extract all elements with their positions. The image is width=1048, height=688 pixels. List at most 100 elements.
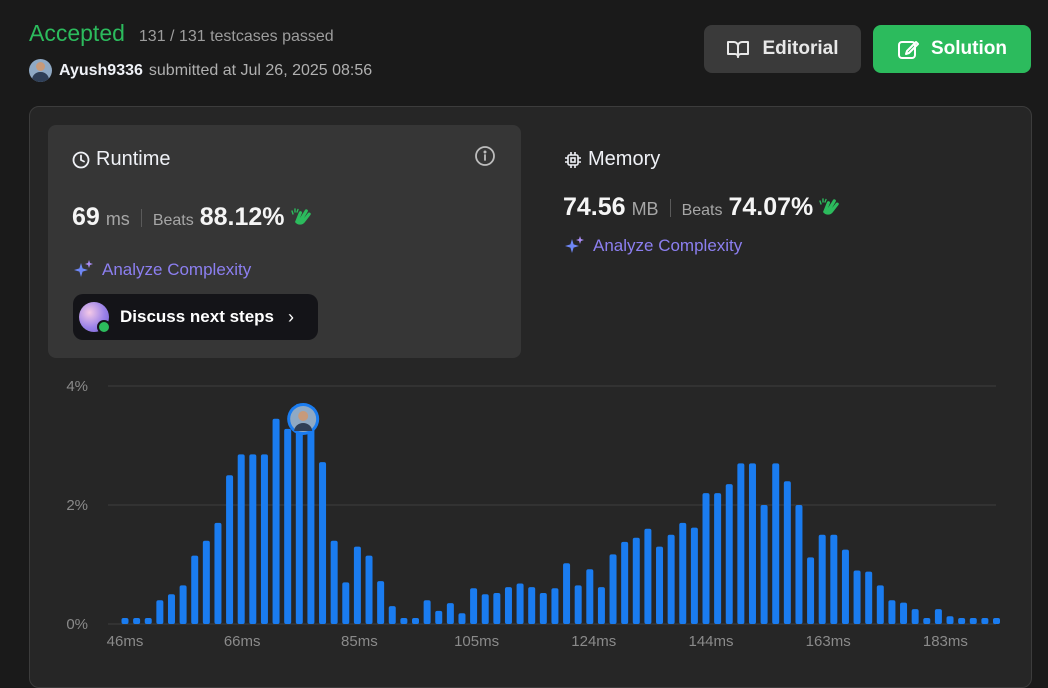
bar (609, 554, 617, 624)
bar (307, 422, 315, 624)
bar (167, 594, 175, 624)
testcases-passed: 131 / 131 testcases passed (138, 28, 334, 45)
y-tick-label: 2% (66, 497, 88, 514)
divider (140, 208, 142, 227)
bar (841, 549, 849, 624)
bar (412, 618, 419, 624)
info-icon[interactable] (474, 145, 496, 167)
runtime-title: Runtime (72, 148, 170, 171)
bar (226, 475, 234, 624)
sparkle-icon (74, 260, 93, 277)
bar (958, 618, 966, 624)
bar (946, 616, 954, 624)
bar (504, 587, 512, 624)
bar (748, 463, 756, 624)
bar (272, 418, 280, 624)
bar (644, 528, 652, 624)
discuss-next-steps-button[interactable]: Discuss next steps › (73, 294, 318, 340)
bar (772, 463, 780, 624)
bar (667, 534, 675, 624)
user-avatar-body (294, 423, 313, 431)
runtime-analyze-complexity-link[interactable]: Analyze Complexity (73, 259, 251, 281)
bar (458, 613, 466, 624)
bar (400, 618, 408, 624)
clock-icon (72, 151, 90, 168)
memory-title[interactable]: Memory (564, 148, 660, 171)
username-link[interactable]: Ayush9336 (59, 61, 143, 79)
bar (295, 403, 303, 624)
bar (249, 454, 257, 624)
memory-stat: 74.56 MB Beats 74.07% (563, 193, 842, 222)
bar (923, 618, 931, 624)
y-tick-label: 0% (66, 616, 88, 633)
bar (807, 557, 815, 624)
bar (202, 540, 210, 624)
user-avatar-head (298, 411, 309, 421)
user-avatar[interactable] (29, 59, 52, 82)
discuss-label: Discuss next steps (120, 307, 275, 326)
bar (121, 618, 129, 624)
bar (632, 537, 640, 624)
solution-label: Solution (931, 38, 1007, 59)
x-tick-label: 105ms (454, 633, 499, 650)
bar (795, 505, 803, 624)
bar (237, 454, 245, 624)
bar (353, 546, 361, 624)
memory-beats-label: Beats (681, 202, 723, 219)
chip-icon (565, 151, 581, 168)
y-tick-label: 4% (66, 378, 88, 395)
bar (133, 618, 141, 624)
bar (865, 571, 873, 624)
bar (365, 555, 373, 624)
memory-beats-percent: 74.07% (728, 193, 814, 221)
memory-unit: MB (631, 199, 659, 219)
bar (586, 569, 594, 624)
bar (284, 428, 292, 624)
bar (737, 463, 745, 624)
runtime-unit: ms (105, 209, 130, 229)
bar (818, 534, 826, 624)
book-open-icon (727, 41, 750, 58)
bar (702, 493, 710, 624)
bar (969, 618, 977, 624)
bar (528, 587, 536, 624)
memory-analyze-complexity-link[interactable]: Analyze Complexity (564, 235, 742, 257)
bar (760, 505, 768, 624)
bar (900, 602, 908, 624)
sparkle-icon (565, 236, 584, 253)
chevron-right-icon: › (288, 306, 295, 327)
x-tick-label: 66ms (224, 633, 261, 650)
runtime-distribution-chart: 0% 2% 4% 46ms 66ms 85ms 105ms 124ms 144ms 163ms 18… (66, 378, 1000, 650)
runtime-beats-percent: 88.12% (199, 203, 285, 231)
bar (876, 585, 884, 624)
bar (563, 563, 571, 624)
bar (156, 600, 164, 624)
solution-button[interactable]: Solution (873, 25, 1031, 73)
bar (214, 522, 222, 624)
bar (853, 570, 861, 624)
accepted-label: Accepted (29, 20, 125, 46)
bar (714, 493, 722, 624)
bar (621, 541, 629, 624)
bar (539, 593, 547, 624)
x-tick-label: 124ms (571, 633, 616, 650)
bar (388, 606, 396, 624)
bar (783, 481, 791, 624)
edit-icon (898, 41, 919, 59)
editorial-label: Editorial (762, 38, 839, 59)
bar (481, 594, 489, 624)
bar (342, 582, 350, 624)
bar (993, 618, 1000, 624)
x-tick-label: 183ms (923, 633, 968, 650)
bar (679, 522, 687, 624)
bar (493, 593, 501, 624)
divider (669, 198, 671, 217)
runtime-beats-label: Beats (152, 212, 194, 229)
editorial-button[interactable]: Editorial (704, 25, 861, 73)
bar (597, 587, 605, 624)
bar (516, 583, 524, 624)
bar (260, 454, 268, 624)
memory-analyze-label: Analyze Complexity (593, 236, 743, 255)
submitted-at: submitted at Jul 26, 2025 08:56 (148, 61, 373, 79)
bar (191, 555, 199, 624)
